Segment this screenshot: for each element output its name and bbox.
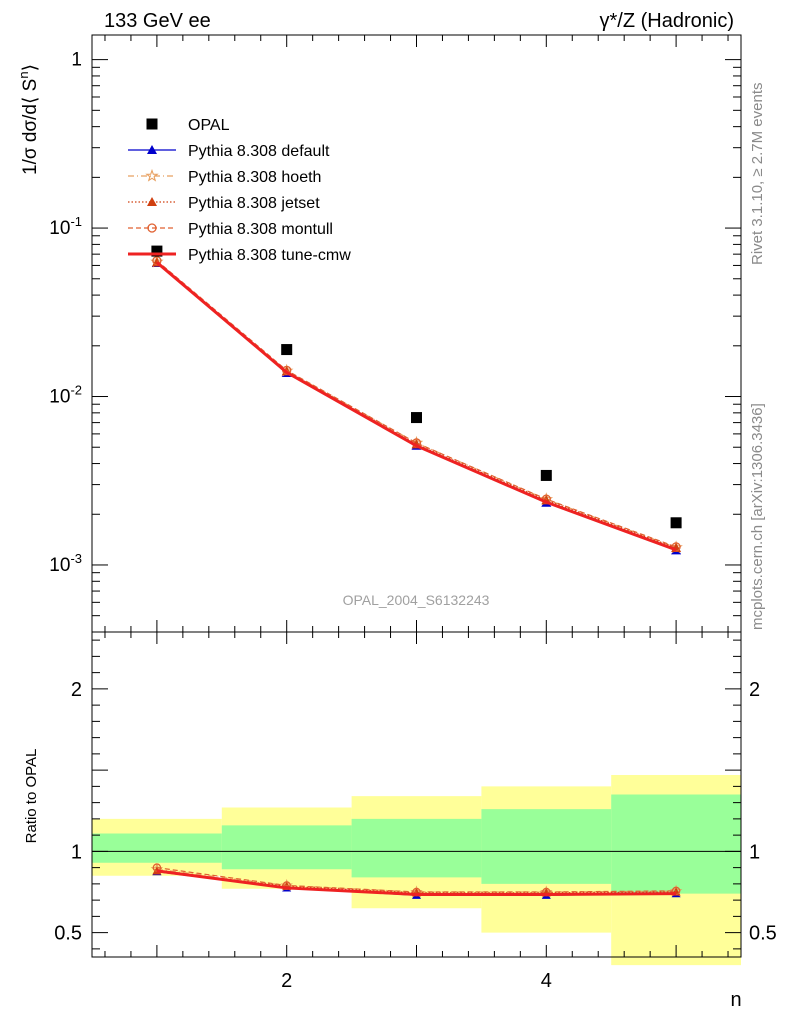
legend-label: OPAL [188, 117, 230, 134]
header-left-label: 133 GeV ee [104, 10, 211, 32]
rivet-label: Rivet 3.1.10, ≥ 2.7M events [749, 83, 766, 266]
main-ylabel: 1/σ dσ/d⟨ Sn⟩ [16, 64, 41, 175]
main-line [156, 262, 677, 551]
y-tick-label: 1 [71, 50, 82, 71]
legend-label: Pythia 8.308 default [188, 143, 330, 160]
main-line [156, 261, 677, 549]
legend: OPAL Pythia 8.308 default Pythia 8.308 hoe… [128, 117, 351, 264]
marker-square [670, 517, 682, 529]
header-right-label: γ*/Z (Hadronic) [600, 10, 734, 32]
legend-label: Pythia 8.308 jetset [188, 195, 320, 212]
watermark-label: OPAL_2004_S6132243 [343, 592, 490, 608]
marker-square [411, 412, 422, 424]
ratio-xlabel: n [730, 989, 741, 1011]
ratio-y-tick-label: 0.5 [749, 923, 777, 945]
ratio-line [156, 869, 677, 896]
legend-label: Pythia 8.308 tune-cmw [188, 247, 351, 264]
ticks: 2 4 1 10-1 10-2 10-3 0.5 0.5 1 1 2 2 [49, 35, 777, 992]
ratio-line [156, 867, 677, 893]
marker-square [146, 118, 158, 130]
band-green [611, 794, 741, 894]
main-line [155, 261, 677, 552]
y-tick-label: 10-2 [49, 383, 82, 408]
marker-triangle [147, 145, 157, 154]
y-tick-label: 10-1 [49, 214, 82, 239]
x-tick-label: 4 [541, 970, 552, 992]
marker-square [281, 344, 293, 356]
marker-square [540, 469, 552, 481]
main-line [156, 261, 677, 549]
main-line [156, 260, 677, 548]
band-green [351, 818, 482, 878]
marker-star [145, 168, 159, 182]
series-marks [150, 245, 683, 899]
ratio-y-tick-label: 1 [71, 841, 82, 863]
legend-label: Pythia 8.308 montull [188, 221, 333, 238]
band-green [92, 833, 222, 863]
marker-square [151, 245, 163, 257]
x-tick-label: 2 [281, 970, 292, 992]
marker-triangle [147, 197, 157, 206]
band-green [481, 809, 612, 884]
marker-circle [147, 223, 157, 233]
ratio-y-tick-label: 1 [749, 841, 760, 863]
marker-circle [152, 256, 162, 266]
ratio-y-tick-label: 2 [71, 679, 82, 701]
band-green [221, 825, 352, 870]
y-tick-label: 10-3 [49, 551, 82, 576]
ratio-y-tick-label: 0.5 [54, 923, 82, 945]
ratio-ylabel: Ratio to OPAL [23, 749, 40, 844]
mcplots-label: mcplots.cern.ch [arXiv:1306.3436] [749, 403, 766, 630]
legend-label: Pythia 8.308 hoeth [188, 169, 321, 186]
ratio-y-tick-label: 2 [749, 679, 760, 701]
ratio-bands [92, 775, 741, 966]
